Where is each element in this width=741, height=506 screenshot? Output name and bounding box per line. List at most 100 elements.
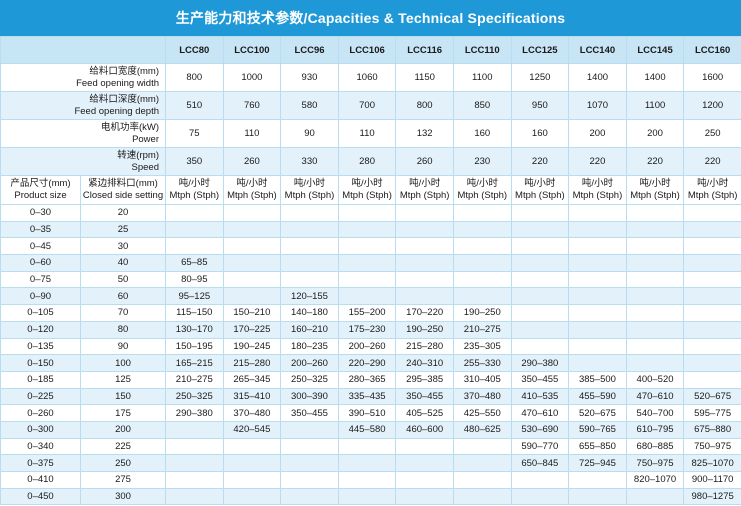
label-en: Speed [131, 161, 159, 173]
empty-cell [395, 220, 454, 239]
unit: 吨/小时 Mtph (Stph) [452, 175, 512, 205]
empty-cell [568, 354, 627, 372]
empty-cell [625, 320, 685, 339]
empty-cell [280, 471, 339, 489]
capacity: 370–480 [222, 404, 282, 422]
closed-side-setting: 60 [80, 287, 166, 306]
spec-value: 220 [683, 147, 741, 176]
spec-value: 1070 [568, 91, 627, 120]
empty-cell [510, 320, 570, 339]
data-row: 0–340 225 590–770 655–850 680–885 750–975 [0, 437, 741, 456]
empty-cell [395, 437, 454, 456]
empty-cell [452, 487, 512, 506]
capacity: 250–325 [280, 370, 339, 389]
model-name: LCC116 [395, 36, 454, 64]
capacity: 425–550 [452, 404, 512, 422]
spec-value: 260 [395, 147, 454, 176]
empty-cell [625, 237, 685, 256]
empty-cell [683, 337, 741, 356]
spec-label: 给料口宽度(mm) Feed opening width [0, 63, 166, 92]
empty-cell [395, 454, 454, 472]
capacity: 255–330 [452, 354, 512, 372]
empty-cell [452, 437, 512, 456]
closed-side-setting: 70 [80, 304, 166, 322]
empty-cell [222, 220, 282, 239]
capacity: 150–210 [222, 304, 282, 322]
capacity: 165–215 [165, 354, 224, 372]
empty-cell [568, 270, 627, 289]
model-name: LCC80 [165, 36, 224, 64]
unit: 吨/小时 Mtph (Stph) [165, 175, 224, 205]
label-zh: 转速(rpm) [117, 149, 159, 161]
empty-cell [337, 471, 397, 489]
label-en: Mtph (Stph) [630, 190, 680, 201]
product-size: 0–150 [0, 354, 81, 372]
label-en: Mtph (Stph) [284, 190, 335, 201]
product-size: 0–75 [0, 270, 81, 289]
capacity: 480–625 [452, 420, 512, 439]
spec-value: 160 [452, 119, 512, 148]
label-zh: 吨/小时 [178, 178, 210, 189]
empty-cell [452, 204, 512, 222]
closed-side-setting: 225 [80, 437, 166, 456]
capacity: 595–775 [683, 404, 741, 422]
empty-cell [510, 337, 570, 356]
capacity: 540–700 [625, 404, 685, 422]
data-row: 0–75 50 80–95 [0, 270, 741, 289]
spec-value: 110 [222, 119, 282, 148]
spec-value: 850 [452, 91, 512, 120]
data-row: 0–30 20 [0, 204, 741, 222]
empty-cell [568, 337, 627, 356]
product-size: 0–120 [0, 320, 81, 339]
empty-cell [510, 254, 570, 272]
spec-value: 1060 [337, 63, 397, 92]
capacity: 215–280 [395, 337, 454, 356]
spec-value: 1100 [625, 91, 685, 120]
empty-cell [452, 220, 512, 239]
capacity: 150–195 [165, 337, 224, 356]
label-zh: 产品尺寸(mm) [10, 178, 71, 189]
empty-cell [452, 254, 512, 272]
empty-cell [625, 337, 685, 356]
capacity: 220–290 [337, 354, 397, 372]
spec-row: 给料口深度(mm) Feed opening depth 510 760 580 700 8… [0, 91, 741, 120]
empty-cell [222, 287, 282, 306]
empty-cell [683, 237, 741, 256]
data-row: 0–300 200 420–545 445–580 460–600 480–625 530–… [0, 420, 741, 439]
capacity: 160–210 [280, 320, 339, 339]
empty-cell [625, 354, 685, 372]
capacity: 290–380 [165, 404, 224, 422]
units-row: 产品尺寸(mm) Product size 紧边排料口(mm) Closed side… [0, 175, 741, 205]
capacity: 175–230 [337, 320, 397, 339]
capacity: 405–525 [395, 404, 454, 422]
empty-cell [280, 420, 339, 439]
data-row: 0–105 70 115–150 150–210 140–180 155–200 170–2… [0, 304, 741, 322]
spec-value: 110 [337, 119, 397, 148]
empty-cell [337, 437, 397, 456]
capacity: 250–325 [165, 387, 224, 406]
empty-cell [568, 287, 627, 306]
empty-cell [683, 254, 741, 272]
empty-cell [625, 287, 685, 306]
empty-cell [222, 454, 282, 472]
capacity: 335–435 [337, 387, 397, 406]
capacity: 725–945 [568, 454, 627, 472]
spec-value: 350 [165, 147, 224, 176]
header-row: LCC80 LCC100 LCC96 LCC106 LCC116 LCC110 LCC125… [0, 36, 741, 64]
label-zh: 给料口宽度(mm) [89, 65, 159, 77]
closed-side-setting: 100 [80, 354, 166, 372]
empty-cell [683, 354, 741, 372]
capacity: 350–455 [395, 387, 454, 406]
spec-label: 电机功率(kW) Power [0, 119, 166, 148]
empty-cell [165, 220, 224, 239]
capacity: 170–225 [222, 320, 282, 339]
empty-cell [337, 487, 397, 506]
spec-value: 220 [568, 147, 627, 176]
capacity: 980–1275 [683, 487, 741, 506]
spec-value: 230 [452, 147, 512, 176]
product-size: 0–135 [0, 337, 81, 356]
empty-cell [395, 487, 454, 506]
data-row: 0–225 150 250–325 315–410 300–390 335–435 350–… [0, 387, 741, 406]
product-size: 0–225 [0, 387, 81, 406]
spec-value: 930 [280, 63, 339, 92]
